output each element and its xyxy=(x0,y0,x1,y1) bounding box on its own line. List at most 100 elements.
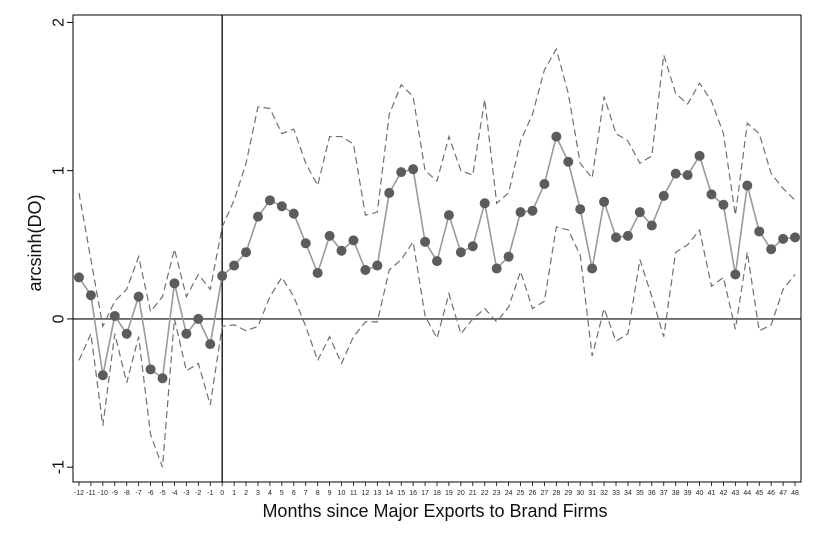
estimate-point xyxy=(229,260,240,271)
x-tick-label: 13 xyxy=(373,490,381,497)
estimate-point xyxy=(455,247,466,258)
estimate-point xyxy=(527,205,538,216)
estimate-point xyxy=(670,168,681,179)
x-tick-label: 47 xyxy=(779,490,787,497)
plot-area xyxy=(73,15,801,482)
x-tick-label: 11 xyxy=(350,490,357,497)
x-tick-label: 40 xyxy=(696,490,704,497)
estimate-point xyxy=(217,270,228,281)
x-tick-label: -10 xyxy=(98,490,108,497)
estimate-point xyxy=(300,238,311,249)
estimate-point xyxy=(145,364,156,375)
x-tick-label: 6 xyxy=(292,490,296,497)
y-tick-label: 0 xyxy=(51,314,68,323)
estimate-point xyxy=(432,256,442,267)
estimate-point xyxy=(133,291,144,302)
x-tick-label: 23 xyxy=(493,490,501,497)
x-tick-label: -1 xyxy=(207,490,213,497)
x-tick-label: 38 xyxy=(672,490,680,497)
y-tick-label: 1 xyxy=(51,166,68,175)
estimate-point xyxy=(396,167,407,178)
x-tick-label: 19 xyxy=(445,490,453,497)
x-tick-label: 22 xyxy=(481,490,489,497)
x-tick-label: -3 xyxy=(183,490,189,497)
x-tick-label: 30 xyxy=(576,490,584,497)
x-tick-label: 43 xyxy=(731,490,739,497)
x-tick-label: 21 xyxy=(469,490,477,497)
x-tick-label: -6 xyxy=(147,490,153,497)
estimate-point xyxy=(157,373,168,384)
estimate-point xyxy=(515,207,526,218)
estimate-point xyxy=(276,201,287,212)
estimate-point xyxy=(479,198,490,209)
estimate-point xyxy=(169,278,180,289)
estimate-point xyxy=(718,199,729,210)
upper-ci-line xyxy=(78,47,796,329)
y-axis-title: arcsinh(DO) xyxy=(25,194,45,291)
x-tick-label: -12 xyxy=(74,490,84,497)
estimate-point xyxy=(264,195,275,206)
x-tick-label: -5 xyxy=(159,490,165,497)
x-tick-label: 17 xyxy=(421,490,429,497)
estimate-point xyxy=(121,328,132,339)
plot-frame xyxy=(72,14,802,483)
estimate-point xyxy=(252,211,263,222)
estimate-point xyxy=(575,204,586,215)
estimate-point xyxy=(706,189,717,200)
x-tick-label: 28 xyxy=(552,490,560,497)
estimate-point xyxy=(551,131,562,142)
x-tick-label: 41 xyxy=(708,490,716,497)
estimate-point xyxy=(205,339,216,350)
x-tick-label: 9 xyxy=(328,490,332,497)
estimate-point xyxy=(97,370,108,381)
estimate-point xyxy=(491,263,502,274)
x-tick-label: 26 xyxy=(529,490,537,497)
x-tick-label: -2 xyxy=(195,490,201,497)
x-tick-label: 4 xyxy=(268,490,272,497)
estimate-point xyxy=(324,230,335,241)
estimate-point xyxy=(241,247,252,258)
x-tick-label: 42 xyxy=(720,490,728,497)
x-tick-label: 45 xyxy=(755,490,763,497)
estimate-point xyxy=(658,190,669,201)
estimate-point xyxy=(420,236,431,247)
x-tick-label: 18 xyxy=(433,490,441,497)
estimate-point xyxy=(563,156,574,167)
estimate-point xyxy=(348,235,359,246)
estimate-point xyxy=(694,150,705,161)
estimate-point xyxy=(646,220,657,231)
x-tick-label: 10 xyxy=(338,490,346,497)
estimate-point xyxy=(790,232,801,243)
estimate-point xyxy=(587,263,598,274)
estimate-point xyxy=(611,232,622,243)
estimate-point xyxy=(443,210,454,221)
x-axis-title: Months since Major Exports to Brand Firm… xyxy=(262,501,607,521)
x-tick-label: 20 xyxy=(457,490,465,497)
estimate-point xyxy=(778,233,789,244)
x-tick-label: 12 xyxy=(361,490,369,497)
estimate-point xyxy=(503,251,514,262)
estimate-point xyxy=(109,310,120,321)
x-tick-label: 39 xyxy=(684,490,692,497)
estimate-point xyxy=(742,180,753,191)
x-tick-label: 8 xyxy=(316,490,320,497)
x-tick-label: 1 xyxy=(232,490,236,497)
estimate-point xyxy=(312,267,323,278)
x-tick-label: 14 xyxy=(385,490,393,497)
x-tick-label: 36 xyxy=(648,490,656,497)
estimate-point xyxy=(766,244,777,255)
estimate-point xyxy=(682,170,693,181)
estimate-point xyxy=(408,164,419,175)
x-tick-label: 25 xyxy=(517,490,525,497)
x-tick-label: 24 xyxy=(505,490,513,497)
x-tick-label: 29 xyxy=(564,490,572,497)
estimate-point xyxy=(85,290,96,301)
estimate-point xyxy=(467,241,478,252)
x-tick-label: 0 xyxy=(220,490,224,497)
x-tick-label: -8 xyxy=(124,490,130,497)
estimate-point xyxy=(193,313,204,324)
y-tick-label: -1 xyxy=(51,460,68,474)
x-tick-label: 7 xyxy=(304,490,308,497)
